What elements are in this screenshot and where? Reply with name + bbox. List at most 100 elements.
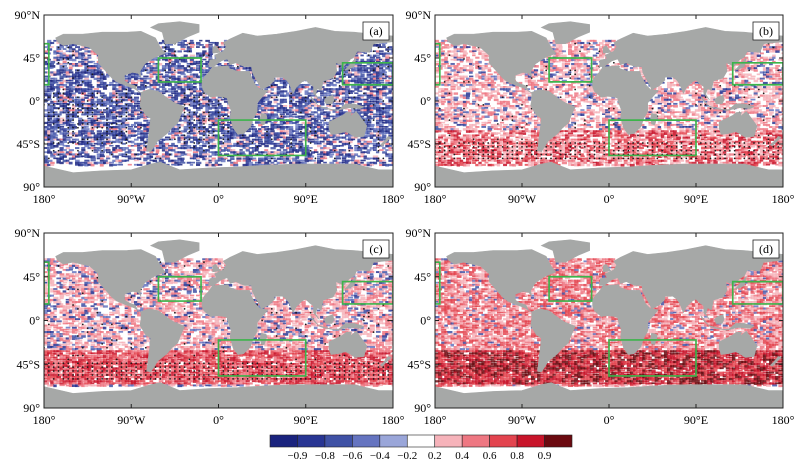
region-box	[549, 277, 592, 301]
panel-label-box	[362, 21, 390, 41]
lon-label: 90°E	[294, 413, 318, 427]
lat-label: 45°S	[408, 137, 431, 151]
colorbar-tick-label: −0.2	[397, 450, 417, 462]
lon-label: 0°	[604, 192, 615, 206]
lat-label: 0°	[29, 94, 40, 108]
region-box	[219, 340, 306, 376]
colorbar-tick-label: 0.4	[455, 450, 469, 462]
colorbar: −0.9 −0.8 −0.6 −0.4 −0.2 0.2 0.4 0.6 0.8 0.9	[269, 434, 573, 462]
lon-label: 180°	[772, 192, 795, 206]
map-panel: 90°N45°0°45°S90°180° 90°W 0° 90°E 180°(a)	[15, 8, 405, 206]
panel-label: (a)	[369, 24, 382, 38]
panel-label-box	[752, 239, 780, 259]
region-box	[158, 58, 201, 82]
region-boxes	[435, 44, 783, 156]
land-masses	[435, 21, 783, 187]
lat-label: 90°N	[406, 8, 432, 22]
colorbar-swatch	[406, 434, 436, 448]
lon-label: 180°	[33, 413, 56, 427]
colorbar-swatch	[516, 434, 545, 448]
region-box	[549, 58, 592, 82]
map-panel: 90°N45°0°45°S90°180° 90°W 0° 90°E 180°(b)	[406, 8, 795, 206]
region-box	[435, 262, 440, 304]
axis-ticks	[434, 14, 784, 188]
lon-label: 180°	[33, 192, 56, 206]
lat-label: 0°	[420, 94, 431, 108]
lon-label: 90°E	[684, 192, 708, 206]
land-masses	[44, 21, 393, 187]
colorbar-tick-label: 0.8	[510, 450, 524, 462]
region-boxes	[435, 262, 783, 376]
region-box	[733, 282, 783, 304]
lon-label: 90°E	[294, 192, 318, 206]
region-box	[343, 63, 393, 85]
lat-label: 0°	[420, 314, 431, 328]
colorbar-swatch	[297, 434, 326, 448]
lon-label: 180°	[424, 192, 447, 206]
land-masses	[44, 239, 393, 408]
lat-label: 90°N	[406, 226, 432, 240]
colorbar-swatch	[324, 434, 353, 448]
lon-label: 90°W	[508, 192, 537, 206]
lat-label: 90°N	[15, 226, 41, 240]
region-boxes	[44, 262, 393, 376]
lat-label: 45°	[414, 51, 431, 65]
region-box	[733, 63, 783, 85]
lon-label: 0°	[604, 413, 615, 427]
colorbar-tick-label: 0.6	[483, 450, 497, 462]
colorbar-tick-label: −0.6	[342, 450, 362, 462]
region-box	[343, 282, 393, 304]
lon-label: 180°	[382, 413, 405, 427]
colorbar-tick-label: −0.4	[370, 450, 390, 462]
lat-label: 90°N	[15, 8, 41, 22]
axis-ticks	[43, 14, 394, 188]
lon-label: 90°W	[117, 192, 146, 206]
colorbar-tick-label: −0.9	[287, 450, 307, 462]
lat-label: 0°	[29, 314, 40, 328]
lat-label: 90°	[414, 401, 431, 415]
lat-label: 45°S	[408, 357, 431, 371]
region-box	[609, 120, 696, 155]
colorbar-tick-label: −0.8	[315, 450, 335, 462]
lon-label: 180°	[424, 413, 447, 427]
lat-label: 90°	[23, 180, 40, 194]
map-panel: 90°N45°0°45°S90°180° 90°W 0° 90°E 180°(d)	[406, 226, 795, 427]
panel-label: (c)	[369, 242, 382, 256]
lat-label: 45°	[414, 270, 431, 284]
region-box	[219, 120, 306, 155]
panel-label-box	[752, 21, 780, 41]
panel-label: (b)	[759, 24, 773, 38]
lat-label: 45°	[23, 270, 40, 284]
lon-label: 180°	[382, 192, 405, 206]
region-box	[158, 277, 201, 301]
lon-label: 90°W	[508, 413, 537, 427]
colorbar-swatch	[269, 434, 298, 448]
lat-label: 45°S	[17, 137, 40, 151]
lon-label: 90°E	[684, 413, 708, 427]
region-box	[609, 340, 696, 376]
colorbar-tick-label: 0.2	[428, 450, 442, 462]
lon-label: 90°W	[117, 413, 146, 427]
axis-ticks	[434, 232, 784, 409]
colorbar-swatch	[461, 434, 490, 448]
region-box	[435, 44, 440, 85]
colorbar-swatch	[434, 434, 463, 448]
region-box	[44, 44, 49, 85]
lon-label: 0°	[213, 413, 224, 427]
colorbar-swatch	[379, 434, 408, 448]
lat-label: 90°	[23, 401, 40, 415]
colorbar-tick-label: 0.9	[538, 450, 552, 462]
axis-ticks	[43, 232, 394, 409]
lat-label: 90°	[414, 180, 431, 194]
lon-label: 180°	[772, 413, 795, 427]
region-box	[44, 262, 49, 304]
map-panel: 90°N45°0°45°S90°180° 90°W 0° 90°E 180°(c)	[15, 226, 405, 427]
land-masses	[435, 239, 783, 408]
colorbar-swatch	[489, 434, 518, 448]
region-boxes	[44, 44, 393, 156]
panel-label-box	[362, 239, 390, 259]
lat-label: 45°	[23, 51, 40, 65]
lon-label: 0°	[213, 192, 224, 206]
colorbar-swatch	[352, 434, 381, 448]
